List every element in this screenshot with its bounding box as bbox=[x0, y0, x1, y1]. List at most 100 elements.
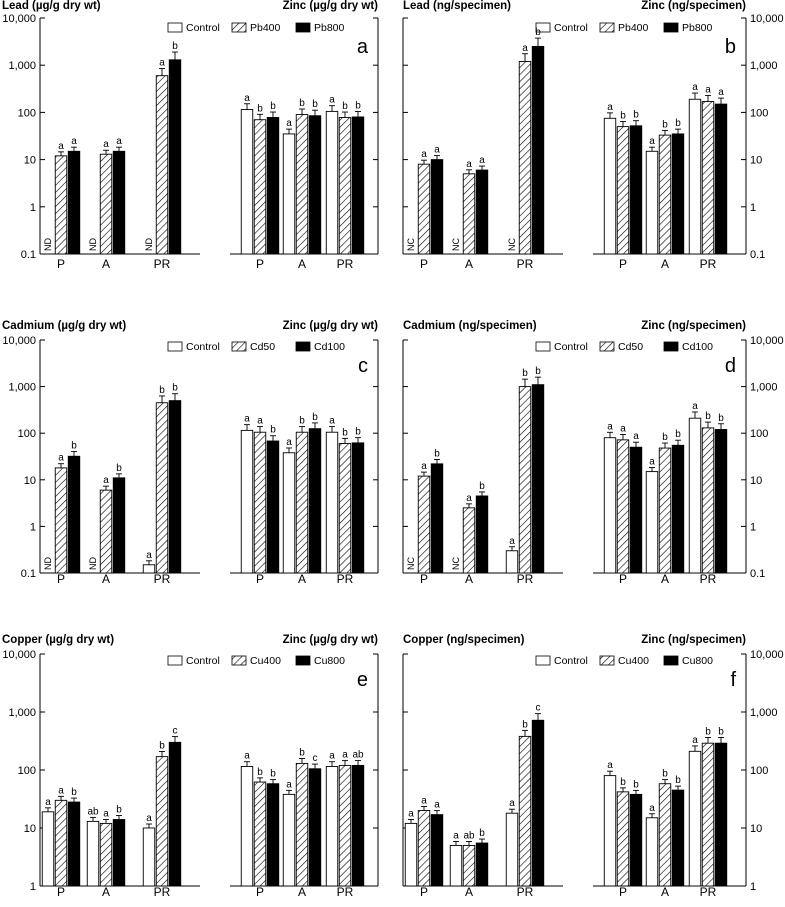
y-tick-label: 100 bbox=[18, 107, 36, 119]
y-tick-label: 1 bbox=[750, 881, 756, 893]
metal-axis-label: Lead (ng/specimen) bbox=[403, 0, 511, 12]
bar bbox=[295, 114, 309, 255]
bar bbox=[351, 116, 365, 255]
significance-letter: a bbox=[257, 416, 263, 427]
legend-label: Control bbox=[186, 341, 220, 353]
significance-letter: b bbox=[312, 99, 318, 110]
not-detected-note: ND bbox=[88, 557, 98, 570]
bar bbox=[142, 827, 156, 887]
panel-letter: d bbox=[725, 355, 736, 377]
y-tick-label: 10,000 bbox=[750, 335, 784, 347]
significance-letter: a bbox=[146, 813, 152, 824]
bar bbox=[54, 467, 68, 574]
legend-swatch bbox=[231, 341, 247, 352]
significance-letter: a bbox=[58, 141, 64, 152]
significance-letter: a bbox=[329, 95, 335, 106]
legend-label: Cd100 bbox=[682, 341, 713, 353]
significance-letter: b bbox=[159, 740, 165, 751]
y-tick-label: 100 bbox=[750, 765, 768, 777]
bar bbox=[155, 756, 169, 887]
y-tick-label: 10,000 bbox=[2, 13, 36, 25]
significance-letter: b bbox=[620, 777, 626, 788]
bar bbox=[671, 133, 685, 255]
bar bbox=[658, 134, 672, 255]
bar bbox=[518, 61, 532, 255]
zinc-axis-label: Zinc (µg/g dry wt) bbox=[283, 0, 379, 12]
significance-letter: a bbox=[421, 796, 427, 807]
bar bbox=[266, 440, 280, 574]
bar bbox=[99, 153, 113, 255]
significance-letter: b bbox=[522, 719, 528, 730]
significance-letter: a bbox=[159, 58, 165, 69]
bar bbox=[253, 431, 267, 574]
y-tick-label: 1,000 bbox=[8, 707, 36, 719]
bar bbox=[168, 59, 182, 255]
significance-letter: a bbox=[58, 453, 64, 464]
bar bbox=[714, 742, 728, 887]
significance-letter: a bbox=[607, 421, 613, 432]
bar bbox=[430, 463, 444, 574]
y-tick-label: 0.1 bbox=[21, 568, 36, 580]
bar bbox=[308, 428, 322, 574]
bar bbox=[67, 150, 81, 255]
bar bbox=[629, 125, 643, 255]
x-tick-label: P bbox=[619, 572, 627, 586]
bar bbox=[240, 429, 254, 574]
y-tick-label: 0.1 bbox=[21, 249, 36, 261]
significance-letter: a bbox=[479, 155, 485, 166]
x-tick-label: P bbox=[57, 885, 65, 899]
significance-letter: ab bbox=[463, 830, 475, 841]
metal-axis-label: Copper (ng/specimen) bbox=[403, 634, 525, 646]
bar bbox=[67, 801, 81, 887]
significance-letter: a bbox=[649, 457, 655, 468]
legend-swatch bbox=[599, 22, 615, 33]
legend-label: Control bbox=[186, 22, 220, 34]
bar bbox=[155, 402, 169, 574]
y-tick-label: 1 bbox=[30, 202, 36, 214]
bar bbox=[505, 812, 519, 887]
y-tick-label: 100 bbox=[750, 107, 768, 119]
bar bbox=[462, 507, 476, 574]
x-tick-label: PR bbox=[700, 885, 717, 899]
y-tick-label: 10,000 bbox=[2, 649, 36, 661]
significance-letter: a bbox=[408, 808, 414, 819]
legend-swatch bbox=[535, 22, 551, 33]
bar bbox=[54, 155, 68, 255]
bar bbox=[701, 427, 715, 574]
significance-letter: a bbox=[509, 536, 515, 547]
bar bbox=[616, 791, 630, 887]
y-tick-label: 10,000 bbox=[2, 335, 36, 347]
not-detected-note: NC bbox=[451, 238, 461, 251]
bar bbox=[701, 742, 715, 887]
significance-letter: a bbox=[244, 93, 250, 104]
significance-letter: a bbox=[692, 82, 698, 93]
significance-letter: b bbox=[522, 368, 528, 379]
bar bbox=[629, 446, 643, 574]
bar bbox=[338, 764, 352, 887]
y-tick-label: 0.1 bbox=[750, 568, 765, 580]
y-tick-label: 10 bbox=[24, 155, 36, 167]
significance-letter: a bbox=[146, 550, 152, 561]
bar bbox=[671, 444, 685, 574]
legend-label: Control bbox=[186, 655, 220, 667]
bar bbox=[462, 845, 476, 887]
significance-letter: a bbox=[434, 145, 440, 156]
y-tick-label: 1,000 bbox=[8, 60, 36, 72]
y-tick-label: 1 bbox=[750, 202, 756, 214]
significance-letter: a bbox=[434, 800, 440, 811]
bar bbox=[430, 159, 444, 255]
not-detected-note: ND bbox=[43, 238, 53, 251]
significance-letter: b bbox=[342, 101, 348, 112]
x-tick-label: PR bbox=[337, 572, 354, 586]
bar bbox=[54, 799, 68, 887]
significance-letter: b bbox=[312, 412, 318, 423]
significance-letter: a bbox=[58, 785, 64, 796]
x-tick-label: PR bbox=[337, 885, 354, 899]
y-tick-label: 1,000 bbox=[8, 382, 36, 394]
bar bbox=[714, 103, 728, 255]
significance-letter: b bbox=[620, 111, 626, 122]
legend-label: Pb800 bbox=[682, 22, 713, 34]
bar bbox=[67, 455, 81, 574]
bar bbox=[99, 822, 113, 887]
